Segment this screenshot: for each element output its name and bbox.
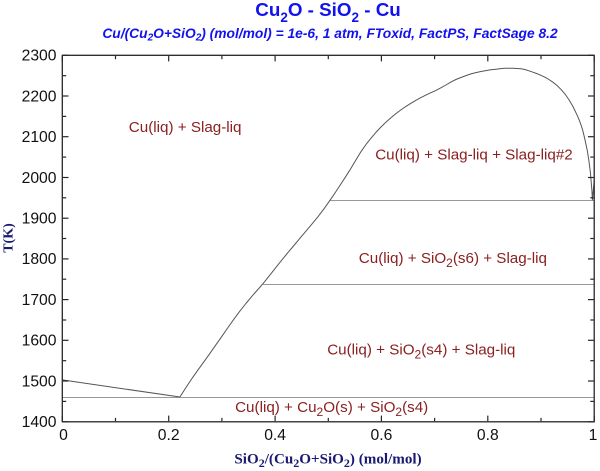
- svg-text:1700: 1700: [22, 292, 57, 309]
- svg-text:Cu(liq) + SiO2(s6) + Slag-liq: Cu(liq) + SiO2(s6) + Slag-liq: [359, 250, 547, 270]
- svg-text:1600: 1600: [22, 333, 57, 350]
- svg-text:2100: 2100: [22, 129, 57, 146]
- svg-text:Cu(liq) + Cu2O(s) + SiO2(s4): Cu(liq) + Cu2O(s) + SiO2(s4): [235, 399, 428, 419]
- svg-text:2000: 2000: [22, 170, 57, 187]
- svg-text:0.4: 0.4: [264, 427, 286, 444]
- svg-text:T(K): T(K): [2, 223, 17, 253]
- svg-text:1: 1: [589, 427, 598, 444]
- svg-text:SiO2/(Cu2O+SiO2) (mol/mol): SiO2/(Cu2O+SiO2) (mol/mol): [234, 452, 421, 471]
- svg-text:Cu(liq) + SiO2(s4) + Slag-liq: Cu(liq) + SiO2(s4) + Slag-liq: [327, 341, 515, 361]
- svg-text:Cu(liq) + Slag-liq + Slag-liq#: Cu(liq) + Slag-liq + Slag-liq#2: [375, 146, 573, 163]
- svg-text:Cu/(Cu2O+SiO2) (mol/mol) = 1e-: Cu/(Cu2O+SiO2) (mol/mol) = 1e-6, 1 atm, …: [102, 26, 558, 44]
- svg-text:2300: 2300: [22, 48, 57, 65]
- svg-text:0: 0: [59, 427, 68, 444]
- svg-text:1900: 1900: [22, 211, 57, 228]
- svg-text:Cu(liq) + Slag-liq: Cu(liq) + Slag-liq: [129, 119, 242, 136]
- svg-text:1800: 1800: [22, 251, 57, 268]
- svg-text:0.8: 0.8: [477, 427, 499, 444]
- svg-text:1500: 1500: [22, 373, 57, 390]
- svg-text:Cu2O - SiO2 - Cu: Cu2O - SiO2 - Cu: [255, 0, 400, 25]
- svg-text:1400: 1400: [22, 414, 57, 431]
- svg-text:0.2: 0.2: [158, 427, 180, 444]
- svg-text:2200: 2200: [22, 88, 57, 105]
- svg-text:0.6: 0.6: [370, 427, 392, 444]
